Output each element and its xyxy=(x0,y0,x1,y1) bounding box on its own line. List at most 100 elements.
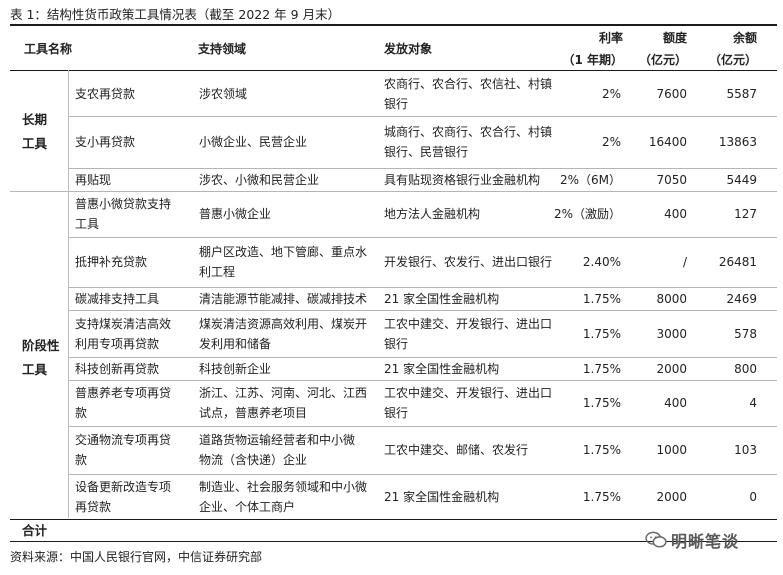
quota-cell: 7600 xyxy=(656,87,687,101)
row-divider xyxy=(69,357,777,358)
row-total: 合计 xyxy=(22,523,48,538)
support-area-cell-line: 发利用和储备 xyxy=(199,336,272,351)
group-column-divider xyxy=(68,70,69,518)
target-cell: 地方法人金融机构 xyxy=(384,204,480,224)
rate-cell: 2.40% xyxy=(582,255,621,269)
support-area-cell: 浙江、江苏、河南、河北、江西 试点，普惠养老项目 xyxy=(199,383,367,423)
tool-name-cell-line: 支农再贷款 xyxy=(75,87,136,101)
rate-cell: 2%（6M） xyxy=(559,172,621,187)
tool-name-cell-line: 抵押补充贷款 xyxy=(75,255,148,269)
tool-name-cell-line: 利用专项再贷款 xyxy=(75,336,160,351)
balance-cell: 5587 xyxy=(726,87,757,101)
row-divider xyxy=(69,168,777,169)
group-long-term-line2: 工具 xyxy=(22,136,48,151)
support-area-cell: 普惠小微企业 xyxy=(199,204,271,224)
group-long-term-line1: 长期 xyxy=(22,112,48,127)
target-cell-line: 工农中建交、邮储、农发行 xyxy=(384,443,529,457)
target-cell: 21 家全国性金融机构 xyxy=(384,487,499,507)
support-area-cell: 科技创新企业 xyxy=(199,359,271,379)
support-area-cell-line: 浙江、江苏、河南、河北、江西 xyxy=(199,386,368,400)
header-area: 支持领域 xyxy=(198,42,247,56)
tool-name-cell-line: 科技创新再贷款 xyxy=(75,361,160,376)
support-area-cell: 清洁能源节能减排、碳减排技术 xyxy=(199,289,367,309)
quota-cell: 2000 xyxy=(656,361,687,376)
rate-cell: 2%（激励） xyxy=(553,207,621,221)
rate-cell: 2% xyxy=(601,135,621,149)
support-area-cell-line: 煤炭清洁资源高效利用、煤炭开 xyxy=(199,316,368,331)
quota-cell: 8000 xyxy=(656,291,687,306)
balance-cell: 800 xyxy=(734,361,757,376)
quota-cell: / xyxy=(682,255,687,269)
target-cell: 21 家全国性金融机构 xyxy=(384,289,499,309)
tool-name-cell-line: 再贷款 xyxy=(75,499,112,514)
support-area-cell-line: 棚户区改造、地下管廊、重点水 xyxy=(199,245,368,259)
target-cell: 农商行、农合行、农信社、村镇 银行 xyxy=(384,74,552,114)
tool-name-cell: 支小再贷款 xyxy=(75,132,135,152)
header-name: 工具名称 xyxy=(24,42,73,56)
header-quota: 额度 xyxy=(662,31,687,45)
balance-cell: 5449 xyxy=(726,172,757,187)
tool-name-cell-line: 交通物流专项再贷 xyxy=(75,433,172,447)
group-long-term: 长期 工具 xyxy=(22,108,47,156)
rate-cell: 1.75% xyxy=(582,489,621,504)
rate-cell: 1.75% xyxy=(582,443,621,457)
tool-name-cell-line: 再贴现 xyxy=(75,172,112,187)
group-stage-line1: 阶段性 xyxy=(22,338,60,353)
support-area-cell-line: 物流（含快递）企业 xyxy=(199,453,308,467)
top-rule xyxy=(10,24,777,26)
quota-cell: 2000 xyxy=(656,489,687,504)
header-balance: 余额 xyxy=(732,31,757,45)
row-divider xyxy=(10,191,777,192)
tool-name-cell-line: 工具 xyxy=(75,217,100,231)
target-cell-line: 21 家全国性金融机构 xyxy=(384,489,500,504)
group-stage: 阶段性 工具 xyxy=(22,334,60,382)
target-cell-line: 工农中建交、开发银行、进出口 xyxy=(384,316,553,331)
tool-name-cell-line: 支持煤炭清洁高效 xyxy=(75,316,172,331)
header-quota-unit: （亿元） xyxy=(638,53,687,67)
rate-cell: 1.75% xyxy=(582,361,621,376)
target-cell-line: 农商行、农合行、农信社、村镇 xyxy=(384,77,553,91)
row-divider xyxy=(69,426,777,427)
target-cell: 具有贴现资格银行业金融机构 xyxy=(384,170,540,190)
target-cell-line: 开发银行、农发行、进出口银行 xyxy=(384,255,553,269)
target-cell-line: 工农中建交、开发银行、进出口 xyxy=(384,386,553,400)
target-cell: 21 家全国性金融机构 xyxy=(384,359,499,379)
support-area-cell-line: 试点，普惠养老项目 xyxy=(199,406,308,420)
tool-name-cell: 设备更新改造专项 再贷款 xyxy=(75,477,171,517)
target-cell: 工农中建交、邮储、农发行 xyxy=(384,440,528,460)
tool-name-cell-line: 款 xyxy=(75,453,88,467)
target-cell: 工农中建交、开发银行、进出口 银行 xyxy=(384,314,552,354)
target-cell-line: 具有贴现资格银行业金融机构 xyxy=(384,172,541,187)
balance-cell: 13863 xyxy=(718,135,757,149)
support-area-cell-line: 道路货物运输经营者和中小微 xyxy=(199,433,356,447)
support-area-cell: 小微企业、民营企业 xyxy=(199,132,307,152)
target-cell-line: 银行 xyxy=(384,336,409,351)
support-area-cell-line: 科技创新企业 xyxy=(199,361,272,376)
target-cell-line: 21 家全国性金融机构 xyxy=(384,361,500,376)
support-area-cell-line: 涉农、小微和民营企业 xyxy=(199,172,320,187)
header-rate: 利率 xyxy=(598,31,623,45)
quota-cell: 400 xyxy=(664,396,687,410)
tool-name-cell-line: 普惠小微贷款支持 xyxy=(75,197,172,211)
row-divider xyxy=(69,310,777,311)
balance-cell: 127 xyxy=(734,207,757,221)
tool-name-cell: 再贴现 xyxy=(75,170,111,190)
rate-cell: 1.75% xyxy=(582,291,621,306)
support-area-cell: 道路货物运输经营者和中小微 物流（含快递）企业 xyxy=(199,430,355,470)
target-cell: 城商行、农商行、农合行、村镇 银行、民营银行 xyxy=(384,122,552,162)
quota-cell: 7050 xyxy=(656,172,687,187)
header-rate-unit: （1 年期） xyxy=(562,53,623,67)
support-area-cell: 煤炭清洁资源高效利用、煤炭开 发利用和储备 xyxy=(199,314,367,354)
rate-cell: 1.75% xyxy=(582,396,621,410)
tool-name-cell: 普惠小微贷款支持 工具 xyxy=(75,194,171,234)
target-cell-line: 城商行、农商行、农合行、村镇 xyxy=(384,125,553,139)
table-caption: 表 1：结构性货币政策工具情况表（截至 2022 年 9 月末） xyxy=(10,7,341,22)
support-area-cell-line: 企业、个体工商户 xyxy=(199,499,296,514)
bottom-rule xyxy=(10,519,777,520)
target-cell-line: 银行 xyxy=(384,406,409,420)
tool-name-cell-line: 支小再贷款 xyxy=(75,135,136,149)
row-divider xyxy=(69,237,777,238)
tool-name-cell: 科技创新再贷款 xyxy=(75,359,159,379)
tool-name-cell: 普惠养老专项再贷款 xyxy=(75,383,171,423)
header-balance-unit: （亿元） xyxy=(708,53,757,67)
